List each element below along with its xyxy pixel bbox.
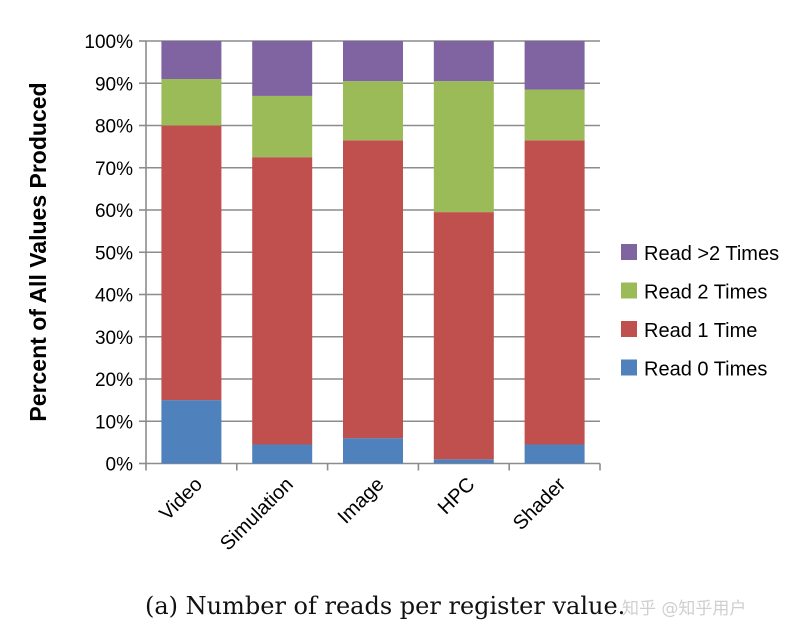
bar-segment: [524, 41, 585, 90]
x-tick-label: Shader: [509, 473, 570, 534]
x-tick-label: HPC: [434, 473, 479, 518]
figure-caption: (a) Number of reads per register value.: [145, 592, 626, 620]
legend-label: Read 2 Times: [644, 282, 767, 304]
y-tick-label: 50%: [95, 243, 133, 264]
y-tick-label: 80%: [95, 117, 133, 138]
legend-swatch: [621, 359, 637, 376]
y-tick-label: 100%: [84, 32, 133, 53]
y-tick-label: 0%: [106, 455, 134, 476]
bar-segment: [252, 41, 313, 96]
y-axis-label: Percent of All Values Produced: [25, 82, 51, 421]
y-tick-label: 60%: [95, 201, 133, 222]
bar-segment: [161, 41, 222, 80]
bar-segment: [343, 438, 403, 464]
bar-segment: [343, 41, 403, 82]
legend-label: Read 0 Times: [644, 359, 767, 381]
bar-segment: [524, 89, 585, 141]
y-tick-label: 90%: [95, 74, 133, 95]
legend-label: Read 1 Time: [644, 320, 757, 342]
x-tick-label: Video: [155, 473, 206, 524]
bar-segment: [433, 41, 494, 82]
bar-segment: [252, 157, 313, 445]
y-tick-label: 10%: [95, 412, 133, 433]
y-tick-label: 30%: [95, 328, 133, 349]
y-tick-label: 70%: [95, 159, 133, 180]
bar-segment: [161, 125, 222, 401]
bar-segment: [343, 81, 403, 141]
watermark: 知乎 @知乎用户: [622, 599, 747, 619]
legend-swatch: [621, 321, 637, 337]
bar-segment: [161, 400, 222, 464]
y-tick-label: 20%: [95, 370, 133, 391]
legend-swatch: [621, 282, 637, 299]
bar-segment: [252, 95, 313, 158]
legend-label: Read >2 Times: [644, 243, 779, 265]
x-tick-label: Image: [334, 473, 389, 528]
bar-segment: [343, 140, 403, 439]
bar-segment: [433, 459, 494, 464]
x-tick-label: Simulation: [216, 473, 298, 555]
legend-swatch: [621, 244, 637, 260]
bar-segment: [524, 444, 585, 464]
bar-segment: [433, 81, 494, 213]
bar-segment: [433, 212, 494, 460]
bar-segment: [161, 79, 222, 126]
bar-segment: [252, 444, 313, 464]
bar-segment: [524, 140, 585, 445]
y-tick-label: 40%: [95, 286, 133, 307]
